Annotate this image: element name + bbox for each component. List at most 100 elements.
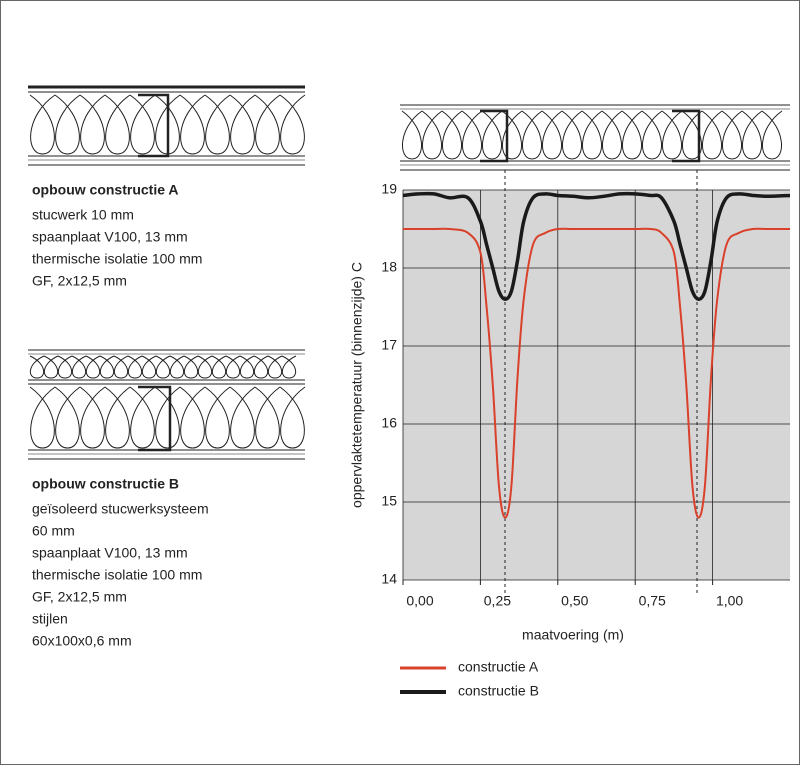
insulation: [254, 386, 281, 449]
stud: [138, 93, 170, 158]
stud: [138, 385, 172, 452]
insulation: [721, 110, 743, 160]
x-tick-label: 0,00: [406, 593, 433, 609]
insulation: [521, 110, 543, 160]
insulation: [127, 355, 143, 379]
y-tick-label: 17: [381, 337, 397, 353]
insulation: [85, 355, 101, 379]
insulation: [253, 355, 269, 379]
grid: [402, 189, 790, 581]
insulation: [761, 110, 783, 160]
curves: [402, 191, 791, 519]
insulation: [561, 110, 583, 160]
x-tick-label: 1,00: [716, 593, 743, 609]
x-tick-label: 0,50: [561, 593, 588, 609]
insulation: [129, 386, 156, 449]
construction-diagrams: [28, 85, 790, 460]
title-a: opbouw constructie A: [32, 182, 178, 198]
insulation: [581, 110, 603, 160]
text-a: stucwerk 10 mm spaanplaat V100, 13 mm ther…: [32, 207, 202, 289]
insulation: [29, 386, 56, 449]
insulation: [279, 94, 306, 155]
insulation: [501, 110, 523, 160]
spec-line: thermische isolatie 100 mm: [32, 251, 202, 267]
x-axis-label: maatvoering (m): [522, 627, 624, 643]
ticks: 14 15 16 17 18 19 0,00 0,25 0,50 0,75 1,00: [381, 181, 743, 609]
y-axis-label: oppervlaktetemperatuur (binnenzijde) C: [349, 262, 365, 508]
insulation: [54, 386, 81, 449]
insulation: [169, 355, 185, 379]
insulation: [29, 94, 56, 155]
insulation: [104, 94, 131, 155]
insulation: [99, 355, 115, 379]
insulation: [29, 355, 45, 379]
insulation: [267, 355, 283, 379]
insulation: [43, 355, 59, 379]
spec-line: spaanplaat V100, 13 mm: [32, 229, 188, 245]
spec-line: thermische isolatie 100 mm: [32, 567, 202, 583]
insulation: [183, 355, 199, 379]
legend-label: constructie A: [458, 659, 539, 675]
insulation: [239, 355, 255, 379]
insulation: [129, 94, 156, 155]
insulation: [481, 110, 503, 160]
insulation: [155, 355, 171, 379]
y-tick-label: 18: [381, 259, 397, 275]
insulation: [279, 386, 306, 449]
spec-line: stijlen: [32, 611, 68, 627]
insulation: [641, 110, 663, 160]
insulation: [621, 110, 643, 160]
y-tick-label: 14: [381, 571, 397, 587]
insulation: [179, 386, 206, 449]
y-tick-label: 15: [381, 493, 397, 509]
insulation: [154, 94, 181, 155]
insulation: [229, 94, 256, 155]
spec-line: GF, 2x12,5 mm: [32, 273, 127, 289]
spec-line: GF, 2x12,5 mm: [32, 589, 127, 605]
insulation: [113, 355, 129, 379]
spec-line: 60 mm: [32, 523, 75, 539]
insulation: [204, 94, 231, 155]
insulation: [681, 110, 703, 160]
insulation: [79, 386, 106, 449]
insulation: [601, 110, 623, 160]
insulation: [421, 110, 443, 160]
insulation: [141, 355, 157, 379]
insulation: [57, 355, 73, 379]
insulation: [54, 94, 81, 155]
spec-line: 60x100x0,6 mm: [32, 633, 132, 649]
insulation: [254, 94, 281, 155]
legend: constructie A constructie B: [400, 659, 539, 699]
text-b: geïsoleerd stucwerksysteem 60 mm spaanplaa…: [32, 501, 209, 649]
x-tick-label: 0,25: [484, 593, 511, 609]
insulation: [461, 110, 483, 160]
title-b: opbouw constructie B: [32, 476, 179, 492]
insulation: [229, 386, 256, 449]
stud: [672, 109, 701, 163]
insulation: [79, 94, 106, 155]
insulation: [104, 386, 131, 449]
insulation: [661, 110, 683, 160]
y-tick-label: 19: [381, 181, 397, 197]
stud: [480, 109, 509, 163]
insulation: [401, 110, 423, 160]
insulation: [197, 355, 213, 379]
insulation: [225, 355, 241, 379]
insulation: [71, 355, 87, 379]
insulation: [204, 386, 231, 449]
y-tick-label: 16: [381, 415, 397, 431]
legend-label: constructie B: [458, 683, 539, 699]
insulation: [179, 94, 206, 155]
insulation: [701, 110, 723, 160]
spec-line: stucwerk 10 mm: [32, 207, 134, 223]
insulation: [281, 355, 297, 379]
insulation: [741, 110, 763, 160]
x-tick-label: 0,75: [639, 593, 666, 609]
spec-line: geïsoleerd stucwerksysteem: [32, 501, 209, 517]
spec-line: spaanplaat V100, 13 mm: [32, 545, 188, 561]
insulation: [441, 110, 463, 160]
series-line: [402, 191, 791, 301]
insulation: [154, 386, 181, 449]
insulation: [211, 355, 227, 379]
